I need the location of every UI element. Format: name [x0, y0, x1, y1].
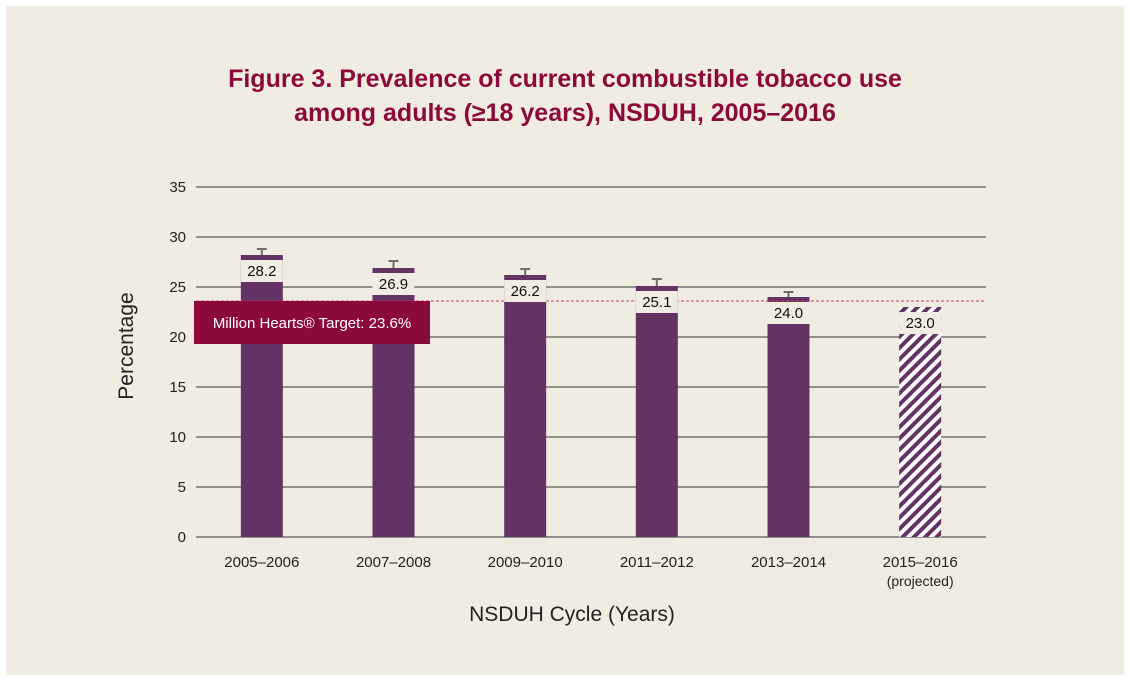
value-label: 28.2 — [247, 263, 276, 280]
bar-projected — [899, 307, 942, 537]
value-labels: 28.2 26.9 26.2 25.1 24.0 23.0 — [240, 260, 942, 334]
y-axis-title: Percentage — [115, 292, 138, 399]
x-tick-label: 2009–2010 — [488, 554, 563, 571]
value-label-box — [635, 291, 678, 313]
x-tick-label: 2013–2014 — [751, 554, 826, 571]
x-tick-label: 2007–2008 — [356, 554, 431, 571]
value-label: 26.2 — [511, 283, 540, 300]
y-tick-label: 0 — [178, 529, 186, 546]
x-tick-label: 2015–2016 — [883, 554, 958, 571]
chart-title-line-2: among adults (≥18 years), NSDUH, 2005–20… — [294, 99, 836, 127]
gridlines — [196, 186, 986, 538]
value-label: 24.0 — [774, 305, 803, 322]
y-tick-label: 5 — [178, 479, 186, 496]
y-tick-label: 15 — [169, 379, 186, 396]
target-line-group: Million Hearts® Target: 23.6% — [194, 300, 986, 344]
value-label-box — [767, 302, 810, 324]
value-label-box — [372, 273, 415, 295]
value-label: 23.0 — [906, 315, 935, 332]
bar — [635, 286, 678, 537]
y-tick-label: 30 — [169, 229, 186, 246]
y-tick-label: 10 — [169, 429, 186, 446]
x-tick-label: 2011–2012 — [620, 554, 694, 571]
y-tick-label: 35 — [169, 179, 186, 196]
y-tick-label: 25 — [169, 279, 186, 296]
bars — [240, 248, 942, 537]
axes: Percentage NSDUH Cycle (Years) 0 5 10 15 20 2… — [115, 179, 958, 626]
y-tick-label: 20 — [169, 329, 186, 346]
x-tick-label: 2005–2006 — [224, 554, 299, 571]
value-label-box — [240, 260, 283, 282]
value-label: 26.9 — [379, 276, 408, 293]
x-axis-title: NSDUH Cycle (Years) — [469, 603, 675, 626]
target-label: Million Hearts® Target: 23.6% — [213, 315, 411, 332]
bar — [504, 275, 547, 537]
x-tick-sublabel: (projected) — [887, 573, 954, 589]
target-label-box — [194, 301, 430, 344]
chart-title-line-1: Figure 3. Prevalence of current combusti… — [228, 65, 902, 93]
value-label-box — [504, 280, 547, 302]
bar — [240, 255, 283, 537]
value-label: 25.1 — [642, 294, 671, 311]
chart-title: Figure 3. Prevalence of current combusti… — [0, 62, 1130, 130]
bar — [767, 297, 810, 537]
value-label-box — [899, 312, 942, 334]
